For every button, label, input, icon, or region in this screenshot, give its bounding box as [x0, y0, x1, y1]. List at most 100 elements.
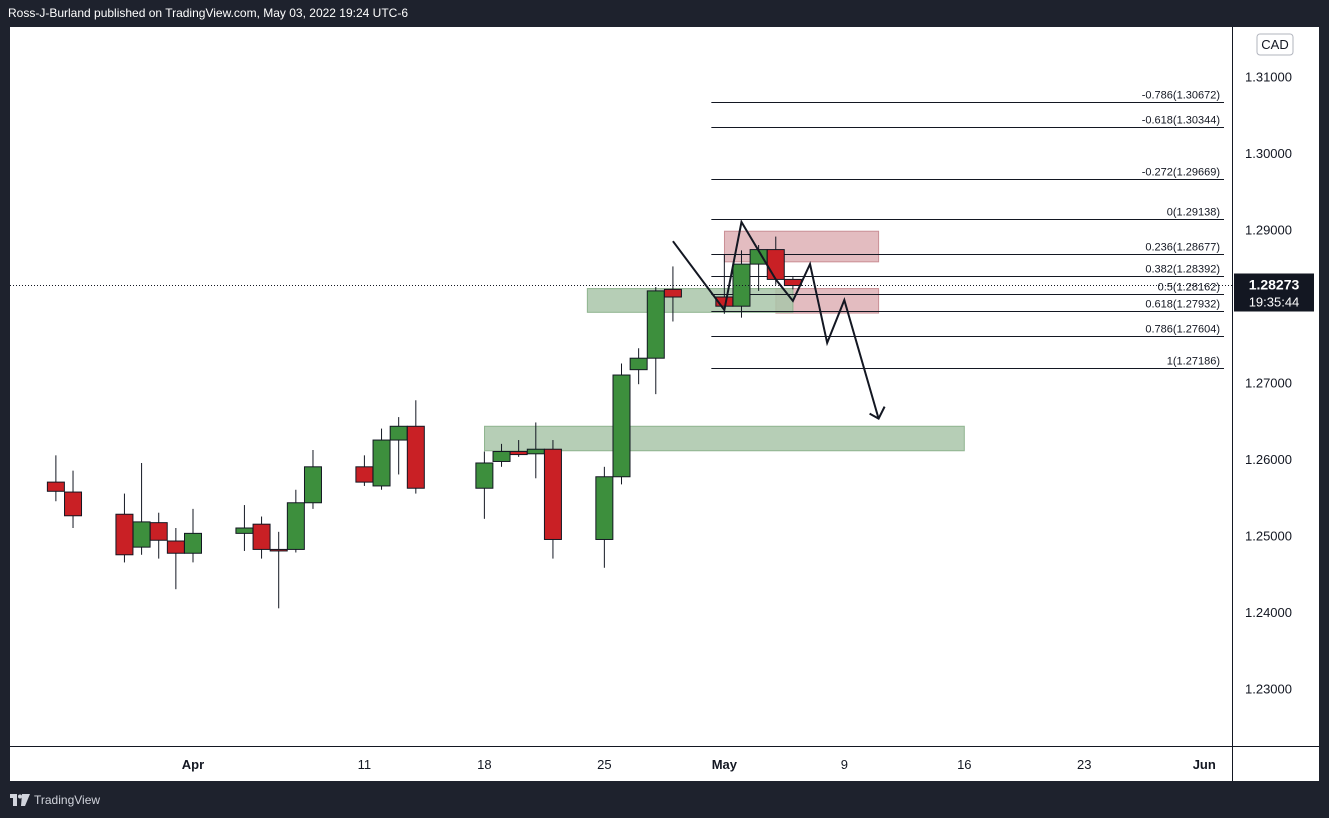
fib-level-label: 0.5(1.28162) — [1158, 282, 1220, 294]
candle — [663, 266, 682, 322]
candles-layer — [46, 236, 802, 609]
projection-layer — [672, 219, 886, 421]
fibonacci-layer: -0.786(1.30672) -0.618(1.30344) -0.272(1.2… — [711, 90, 1224, 369]
candle-body-down — [149, 522, 168, 541]
candle — [184, 508, 202, 563]
candle — [46, 455, 65, 502]
candle — [372, 428, 391, 490]
candle-body-up — [629, 357, 648, 371]
price-tick-label: 1.27000 — [1245, 376, 1292, 391]
candle — [492, 443, 511, 467]
candle-body-down — [252, 523, 271, 550]
candle-body-down — [115, 513, 134, 556]
candle-body-down — [166, 540, 185, 554]
time-tick-label: 25 — [597, 757, 611, 772]
candle — [355, 455, 374, 486]
axes-layer: 1.31000 1.30000 1.29000 1.27000 1.26000 1.250… — [10, 27, 1319, 781]
price-tick-label: 1.25000 — [1245, 529, 1292, 544]
candle — [595, 466, 614, 568]
candle — [646, 287, 665, 395]
candle — [166, 528, 185, 590]
candle-body-up — [372, 439, 391, 487]
candle — [149, 512, 168, 559]
candle-body-up — [646, 290, 665, 359]
candle — [612, 363, 631, 485]
fib-level-label: 0(1.29138) — [1167, 207, 1220, 219]
candle — [732, 250, 751, 318]
fib-level-label: 0.786(1.27604) — [1145, 324, 1220, 336]
candle — [389, 417, 408, 475]
candle-body-up — [389, 425, 408, 441]
candle-body-up — [184, 532, 202, 554]
price-tick-label: 1.29000 — [1245, 223, 1292, 238]
arrow-head-icon — [869, 406, 886, 421]
price-tag — [1234, 273, 1314, 312]
fib-level-label: -0.786(1.30672) — [1142, 90, 1220, 102]
candle-body-down — [406, 425, 425, 489]
candle-body-down — [783, 278, 802, 287]
candlestick-chart[interactable]: -0.786(1.30672) -0.618(1.30344) -0.272(1.2… — [10, 27, 1319, 781]
candle-body-up — [732, 263, 751, 307]
candle-body-down — [663, 288, 682, 298]
time-tick-label: May — [712, 757, 738, 772]
time-tick-label: 18 — [477, 757, 491, 772]
candle — [629, 348, 648, 385]
time-tick-label: Apr — [182, 757, 204, 772]
candle-body-up — [612, 374, 631, 478]
candle — [64, 470, 83, 529]
candle-body-up — [595, 476, 614, 540]
time-tick-label: 16 — [957, 757, 971, 772]
price-tick-label: 1.30000 — [1245, 146, 1292, 161]
candle-body-down — [543, 448, 562, 540]
candle-body-down — [355, 466, 374, 483]
candle — [235, 505, 254, 551]
candle — [303, 449, 322, 509]
currency-box — [1256, 33, 1294, 56]
price-tick-label: 1.26000 — [1245, 452, 1292, 467]
candle — [132, 462, 151, 555]
candle-body-down — [766, 249, 785, 280]
time-tick-label: Jun — [1193, 757, 1216, 772]
candle-body-down — [269, 548, 288, 552]
candle-body-up — [303, 466, 322, 504]
footer: TradingView — [0, 782, 1329, 818]
price-tag-value: 1.28273 — [1249, 277, 1300, 293]
demand-zone — [586, 288, 794, 313]
candle — [115, 493, 134, 563]
currency-label: CAD — [1261, 37, 1288, 52]
candle — [286, 489, 305, 553]
fib-level-label: 0.618(1.27932) — [1145, 299, 1220, 311]
fib-level-label: 0.382(1.28392) — [1145, 264, 1220, 276]
fib-level-label: 0.236(1.28677) — [1145, 242, 1220, 254]
tradingview-logo-icon — [10, 794, 30, 806]
supply-zone — [723, 230, 880, 263]
projection-path — [672, 219, 880, 419]
candle — [252, 516, 271, 559]
candle-body-up — [492, 451, 511, 462]
footer-brand: TradingView — [34, 793, 101, 807]
candle-body-down — [46, 481, 65, 492]
candle — [543, 440, 562, 559]
demand-zone — [484, 425, 965, 452]
candle-body-up — [132, 521, 151, 548]
time-tick-label: 9 — [841, 757, 848, 772]
candle-body-up — [475, 462, 494, 489]
fib-level-label: -0.272(1.29669) — [1142, 167, 1220, 179]
chart-header-title: Ross-J-Burland published on TradingView.… — [8, 6, 408, 20]
price-tick-label: 1.31000 — [1245, 70, 1292, 85]
price-tick-label: 1.23000 — [1245, 682, 1292, 697]
fib-level-label: 1(1.27186) — [1167, 356, 1220, 368]
chart-area[interactable]: -0.786(1.30672) -0.618(1.30344) -0.272(1.2… — [10, 27, 1319, 781]
candle — [269, 531, 288, 609]
time-tick-label: 11 — [358, 757, 372, 772]
price-tick-label: 1.24000 — [1245, 605, 1292, 620]
candle-body-up — [526, 448, 545, 455]
time-tick-label: 23 — [1077, 757, 1091, 772]
candle-body-down — [64, 491, 83, 517]
candle — [475, 451, 494, 519]
candle-body-down — [509, 451, 528, 456]
candle-body-up — [235, 527, 254, 534]
candle — [406, 400, 425, 494]
candle-body-up — [286, 502, 305, 550]
fib-level-label: -0.618(1.30344) — [1142, 115, 1220, 127]
